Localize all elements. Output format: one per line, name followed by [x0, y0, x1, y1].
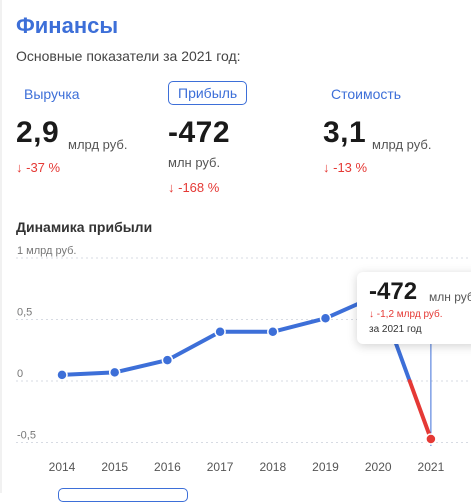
y-tick-label: -0,5 [17, 430, 36, 442]
x-tick-label: 2019 [312, 460, 339, 474]
tab-revenue[interactable]: Выручка [24, 86, 80, 102]
revenue-value: 2,9 [16, 116, 60, 149]
x-tick-label: 2021 [418, 460, 445, 474]
value-value: 3,1 [323, 116, 367, 149]
x-tick-label: 2016 [154, 460, 181, 474]
section-title: Финансы [16, 13, 119, 38]
series-line [112, 358, 170, 375]
data-point [214, 326, 226, 338]
tooltip-unit: млн руб. [429, 290, 471, 304]
chart-title: Динамика прибыли [16, 219, 153, 235]
x-tick-label: 2020 [365, 460, 392, 474]
data-point [319, 312, 332, 325]
y-tick-label: 0 [17, 368, 23, 380]
tooltip-value: -472 [369, 278, 418, 305]
series-line [165, 329, 223, 363]
tab-value[interactable]: Стоимость [331, 86, 402, 102]
x-tick-label: 2017 [207, 460, 234, 474]
profit-change: ↓ -168 % [168, 180, 220, 195]
profit-value: -472 [168, 116, 231, 149]
revenue-change: ↓ -37 % [16, 160, 61, 175]
tab-profit[interactable]: Прибыль [168, 81, 248, 105]
x-tick-label: 2014 [49, 460, 76, 474]
value-change: ↓ -13 % [323, 160, 368, 175]
series-line [270, 316, 328, 334]
profit-unit: млн руб. [168, 155, 221, 170]
tooltip-change: ↓ -1,2 млрд руб. [369, 309, 443, 320]
chart-tooltip: -472 млн руб. ↓ -1,2 млрд руб. за 2021 г… [357, 272, 471, 344]
data-point [425, 433, 437, 445]
data-point [267, 326, 279, 338]
x-tick-label: 2018 [259, 460, 286, 474]
series-line-negative [407, 379, 433, 442]
x-tick-label: 2015 [101, 460, 128, 474]
series-line [60, 370, 117, 377]
data-point [108, 366, 121, 379]
revenue-unit: млрд руб. [68, 137, 128, 152]
data-point [161, 354, 174, 366]
y-tick-label: 1 млрд руб. [17, 245, 76, 257]
more-button[interactable] [58, 488, 188, 502]
value-unit: млрд руб. [372, 137, 432, 152]
section-subtitle: Основные показатели за 2021 год: [16, 48, 241, 64]
card-left-border [0, 0, 2, 493]
data-point [56, 369, 68, 381]
tooltip-period: за 2021 год [369, 324, 422, 335]
y-tick-label: 0,5 [17, 307, 32, 319]
